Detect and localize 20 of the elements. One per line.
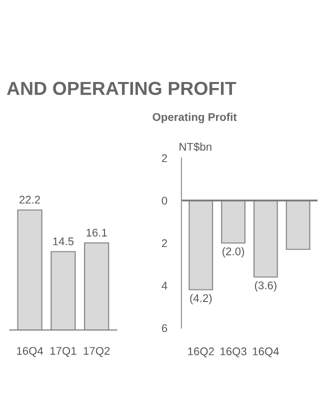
y-tick-label: 2 — [162, 154, 167, 162]
data-label: (2.0) — [222, 247, 244, 258]
y-axis-title: NT$bn — [180, 142, 212, 152]
y-tick-label: 2 — [162, 239, 167, 248]
x-tick-label: 16Q3 — [220, 347, 246, 358]
x-tick-label: 16Q4 — [252, 347, 279, 358]
y-tick-label: 4 — [162, 282, 168, 290]
y-tick-label: 6 — [162, 324, 168, 332]
x-tick-label: 17Q1 — [50, 346, 76, 357]
x-tick-label: 16Q2 — [188, 347, 214, 358]
data-label: (3.6) — [254, 281, 276, 292]
data-label: 22.2 — [20, 196, 40, 204]
x-tick-label: 16Q4 — [17, 346, 44, 357]
chart-title: Operating Profit — [152, 112, 237, 124]
y-tick-label: 0 — [162, 196, 168, 205]
x-tick-label: 17Q2 — [84, 346, 110, 357]
data-label: 16.1 — [86, 228, 107, 237]
data-label: (4.2) — [190, 294, 212, 304]
data-label: 14.5 — [53, 238, 74, 246]
chart-title: AND OPERATING PROFIT — [6, 82, 236, 96]
